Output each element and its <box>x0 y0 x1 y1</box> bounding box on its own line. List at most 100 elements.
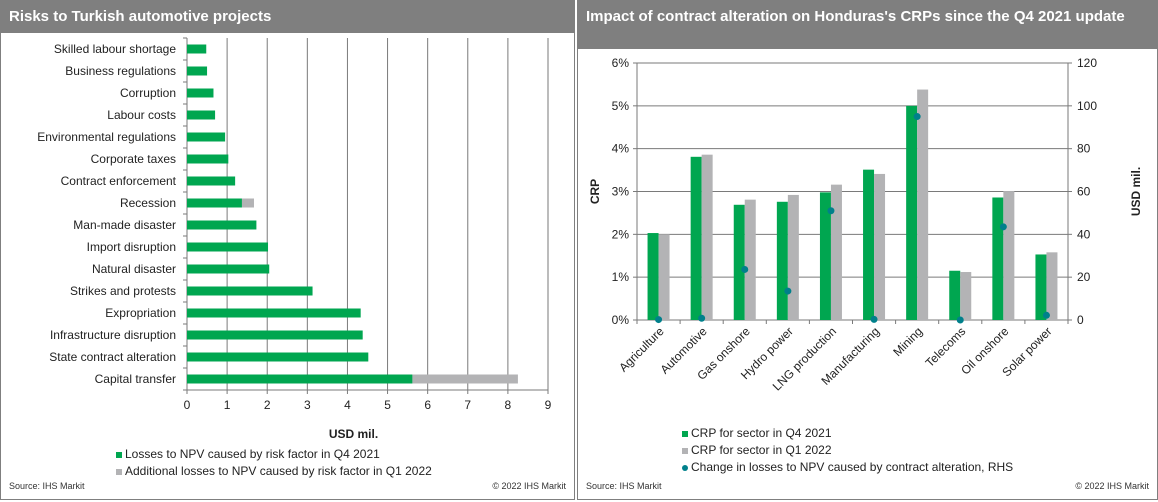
right-chart-legend: CRP for sector in Q4 2021 CRP for sector… <box>682 425 1013 476</box>
legend-label: Additional losses to NPV caused by risk … <box>125 464 432 478</box>
y-tick-label: 2% <box>612 227 630 241</box>
npv-change-point <box>741 265 749 273</box>
npv-change-point <box>655 316 663 324</box>
bar-crp-q1-2022 <box>658 234 670 320</box>
category-label: Natural disaster <box>92 262 176 276</box>
x-axis-title: USD mil. <box>329 427 378 441</box>
bar-q1-2022-additional <box>412 374 518 384</box>
left-chart-title: Risks to Turkish automotive projects <box>1 1 574 33</box>
bar-q4-2021 <box>187 286 313 296</box>
category-label: Environmental regulations <box>37 130 176 144</box>
bar-q4-2021 <box>187 242 269 252</box>
bar-crp-q1-2022 <box>830 184 842 320</box>
npv-change-point <box>870 315 878 323</box>
bar-crp-q1-2022 <box>1046 252 1058 320</box>
legend-item-crp-q4-2021: CRP for sector in Q4 2021 <box>682 425 1013 442</box>
y-tick-label: 1% <box>612 270 630 284</box>
category-label: Contract enforcement <box>61 174 177 188</box>
left-chart-panel: Risks to Turkish automotive projects 0 1 2… <box>0 0 575 500</box>
bar-crp-q4-2021 <box>992 197 1004 320</box>
category-label: Mining <box>890 324 925 359</box>
bar-q4-2021 <box>187 88 214 98</box>
legend-swatch-gray <box>116 468 122 475</box>
bar-q1-2022-additional <box>241 198 254 208</box>
bar-q4-2021 <box>187 44 207 54</box>
bar-crp-q1-2022 <box>1003 191 1015 320</box>
bar-crp-q4-2021 <box>776 201 788 320</box>
bar-crp-q1-2022 <box>701 154 713 320</box>
bar-q4-2021 <box>187 110 216 120</box>
y2-tick-label: 120 <box>1077 56 1097 70</box>
npv-change-point <box>999 223 1007 231</box>
legend-label: Losses to NPV caused by risk factor in Q… <box>125 447 380 461</box>
bar-q4-2021 <box>187 220 257 230</box>
right-combo-chart: 0% 1% 2% 3% 4% 5% 6% 0 20 40 60 80 100 120 CRP USD mil.… <box>588 56 1143 394</box>
category-label: Man-made disaster <box>73 218 176 232</box>
legend-item-q4-2021: Losses to NPV caused by risk factor in Q… <box>116 446 432 463</box>
category-label: Capital transfer <box>95 372 176 386</box>
category-label: Strikes and protests <box>70 284 176 298</box>
bar-crp-q4-2021 <box>733 204 745 320</box>
npv-change-point <box>913 113 921 121</box>
bar-q4-2021 <box>187 330 363 340</box>
category-label: Recession <box>120 196 176 210</box>
category-label: Corruption <box>120 86 176 100</box>
category-label: Import disruption <box>87 240 176 254</box>
legend-swatch-green <box>682 430 688 437</box>
bar-crp-q1-2022 <box>744 199 756 320</box>
bar-crp-q4-2021 <box>906 105 918 320</box>
legend-swatch-teal-dot <box>682 464 688 471</box>
x-tick-label: 4 <box>344 398 351 412</box>
bar-crp-q4-2021 <box>863 169 875 320</box>
x-tick-label: 3 <box>304 398 311 412</box>
legend-label: Change in losses to NPV caused by contra… <box>691 460 1014 474</box>
y2-tick-label: 100 <box>1077 99 1097 113</box>
npv-change-point <box>1042 311 1050 319</box>
x-tick-label: 1 <box>224 398 231 412</box>
x-tick-label: 8 <box>505 398 512 412</box>
category-label: Corporate taxes <box>91 152 176 166</box>
y2-tick-label: 40 <box>1077 227 1091 241</box>
category-label: Expropriation <box>105 306 176 320</box>
bar-crp-q4-2021 <box>949 270 961 320</box>
y-tick-label: 6% <box>612 56 630 70</box>
y2-tick-label: 60 <box>1077 185 1091 199</box>
bar-crp-q4-2021 <box>690 156 702 320</box>
bar-q4-2021 <box>187 176 236 186</box>
bar-q4-2021 <box>187 66 208 76</box>
category-label: Skilled labour shortage <box>54 42 176 56</box>
y-tick-label: 5% <box>612 99 630 113</box>
bar-crp-q4-2021 <box>819 192 831 320</box>
bar-q4-2021 <box>187 264 270 274</box>
source-note: Source: IHS Markit <box>9 481 85 491</box>
bar-q4-2021 <box>187 352 369 362</box>
x-tick-label: 9 <box>545 398 552 412</box>
x-tick-label: 0 <box>184 398 191 412</box>
y-tick-label: 3% <box>612 185 630 199</box>
legend-label: CRP for sector in Q4 2021 <box>691 426 832 440</box>
category-label: Business regulations <box>65 64 176 78</box>
bar-q4-2021 <box>187 374 413 384</box>
right-chart-title: Impact of contract alteration on Hondura… <box>578 1 1157 49</box>
legend-label: CRP for sector in Q1 2022 <box>691 443 832 457</box>
y2-axis-title: USD mil. <box>1129 167 1143 216</box>
x-tick-label: 6 <box>424 398 431 412</box>
bar-crp-q4-2021 <box>1035 254 1047 320</box>
y2-tick-label: 20 <box>1077 270 1091 284</box>
bar-q4-2021 <box>187 132 226 142</box>
bar-crp-q1-2022 <box>917 89 929 320</box>
right-chart-panel: Impact of contract alteration on Hondura… <box>577 0 1158 500</box>
category-label: Infrastructure disruption <box>50 328 176 342</box>
y2-tick-label: 0 <box>1077 313 1084 327</box>
npv-change-point <box>827 207 835 215</box>
y-axis-title: CRP <box>588 179 602 204</box>
npv-change-point <box>698 314 706 322</box>
x-tick-label: 2 <box>264 398 271 412</box>
y2-tick-label: 80 <box>1077 142 1091 156</box>
category-label: Labour costs <box>107 108 176 122</box>
x-tick-label: 5 <box>384 398 391 412</box>
copyright-note: © 2022 IHS Markit <box>492 481 566 491</box>
legend-item-npv-change: Change in losses to NPV caused by contra… <box>682 459 1013 476</box>
bar-crp-q1-2022 <box>960 272 972 320</box>
bar-crp-q1-2022 <box>787 194 799 320</box>
